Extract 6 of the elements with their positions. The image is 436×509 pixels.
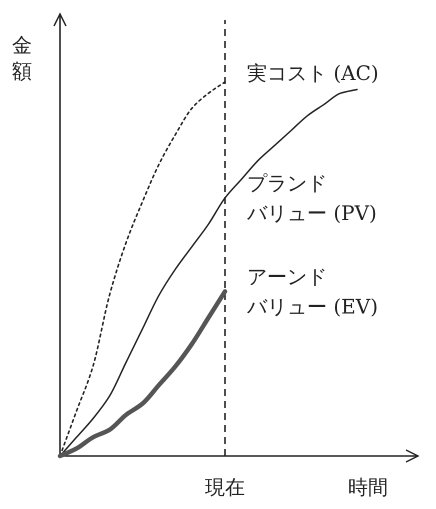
y-axis-title: 金額 [12, 33, 32, 83]
text: 現在 [205, 475, 245, 499]
series-label: アーンドバリュー (EV) [246, 264, 378, 318]
x-axis-title: 時間 [348, 475, 388, 499]
series-label: 実コスト (AC) [247, 61, 379, 85]
series-label: プランドバリュー (PV) [246, 170, 377, 225]
